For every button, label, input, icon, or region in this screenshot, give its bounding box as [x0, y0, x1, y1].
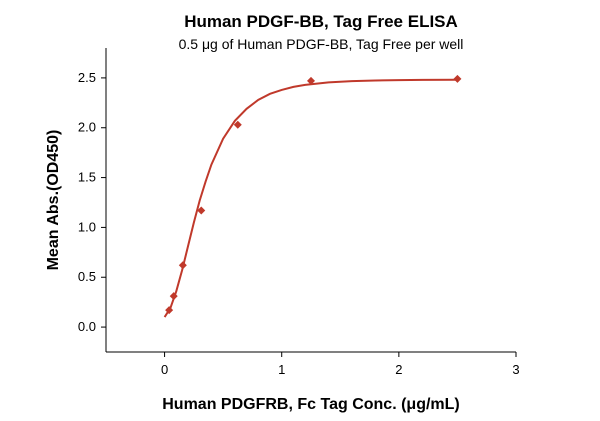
- y-axis-ticks: 0.0 0.5 1.0 1.5 2.0 2.5: [78, 70, 106, 334]
- data-point: [233, 120, 242, 129]
- data-point: [197, 206, 206, 215]
- fit-curve: [163, 78, 458, 318]
- data-point: [169, 292, 178, 301]
- y-tick-label: 2.0: [78, 120, 96, 135]
- data-points-group: [165, 74, 462, 315]
- y-tick-label: 1.5: [78, 170, 96, 185]
- chart-title: Human PDGF-BB, Tag Free ELISA: [184, 12, 458, 31]
- y-tick-label: 1.0: [78, 219, 96, 234]
- y-tick-label: 0.5: [78, 269, 96, 284]
- data-point: [307, 76, 315, 85]
- fit-curve-group: [163, 78, 458, 318]
- data-point: [453, 74, 462, 83]
- chart-subtitle: 0.5 μg of Human PDGF-BB, Tag Free per we…: [179, 36, 464, 52]
- x-tick-label: 2: [395, 362, 402, 377]
- data-point: [178, 261, 187, 270]
- x-axis-ticks: 0 1 2 3: [161, 352, 520, 377]
- data-point: [165, 306, 174, 315]
- x-axis-label: Human PDGFRB, Fc Tag Conc. (μg/mL): [162, 396, 460, 413]
- y-tick-label: 0.0: [78, 319, 96, 334]
- y-tick-label: 2.5: [78, 70, 96, 85]
- x-tick-label: 1: [278, 362, 285, 377]
- y-axis-label: Mean Abs.(OD450): [45, 130, 62, 271]
- plot-frame: [106, 48, 516, 352]
- x-tick-label: 3: [512, 362, 519, 377]
- x-tick-label: 0: [161, 362, 168, 377]
